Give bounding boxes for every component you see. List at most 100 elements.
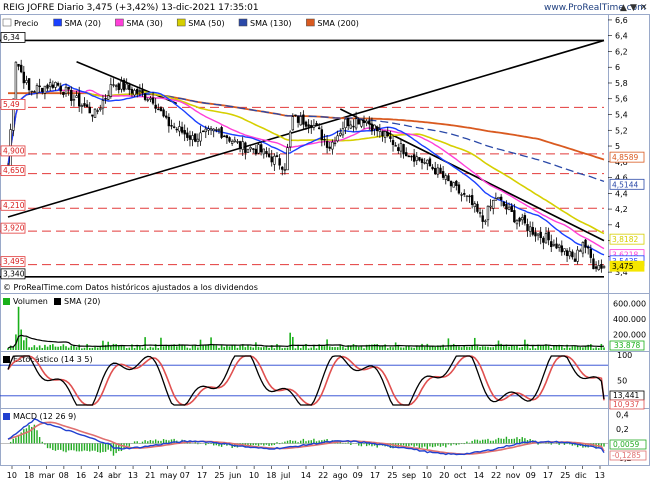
- volume-bar: [569, 348, 571, 350]
- stoch-k-line: [8, 356, 604, 405]
- candle-body: [300, 116, 302, 124]
- candle-body: [397, 147, 399, 150]
- volume-bar: [34, 345, 36, 350]
- candle-body: [500, 197, 502, 200]
- price-axis-label: 5,6: [615, 95, 628, 104]
- legend-swatch: [54, 19, 62, 26]
- last-value-label: 3,475: [612, 262, 634, 271]
- macd-hist-bar: [421, 443, 422, 447]
- volume-bar: [471, 346, 473, 350]
- macd-hist-bar: [482, 440, 483, 444]
- volume-bar: [187, 348, 189, 350]
- volume-bar: [202, 346, 204, 350]
- macd-hist-bar: [487, 439, 488, 444]
- volume-axis-label: 600.000: [613, 300, 646, 309]
- macd-hist-bar: [474, 440, 475, 444]
- candle-body: [147, 100, 149, 101]
- candle-body: [316, 123, 318, 125]
- volume-bar: [445, 348, 447, 350]
- volume-bar: [18, 307, 20, 350]
- candle-body: [263, 149, 265, 154]
- close-icon[interactable]: ✕: [640, 3, 648, 13]
- candle-body: [223, 136, 225, 137]
- macd-hist-bar: [448, 443, 449, 444]
- candle-body: [260, 145, 262, 152]
- stoch-d-value: 10,937: [613, 400, 639, 409]
- macd-hist-bar: [469, 443, 470, 444]
- candle-body: [416, 157, 418, 161]
- x-axis-label: 08: [59, 471, 69, 480]
- level-label: 4,210: [3, 201, 25, 210]
- candle-body: [595, 267, 597, 269]
- volume-bar: [479, 347, 481, 350]
- candle-body: [52, 85, 54, 88]
- volume-bar: [427, 344, 429, 350]
- candle-body: [279, 159, 281, 166]
- candle-body: [513, 210, 515, 221]
- macd-hist-bar: [42, 442, 43, 444]
- price-axis-label: 4,4: [615, 189, 628, 198]
- x-axis-label: 17: [197, 471, 207, 480]
- volume-bar: [97, 348, 99, 350]
- candle-body: [284, 170, 286, 171]
- candle-body: [142, 90, 144, 93]
- last-value-label: 4,8589: [612, 153, 638, 162]
- macd-hist-bar: [558, 443, 559, 444]
- macd-hist-bar: [84, 443, 85, 450]
- volume-bar: [413, 348, 415, 350]
- macd-hist-bar: [350, 443, 351, 445]
- level-label: 4,650: [3, 166, 25, 175]
- candle-body: [292, 117, 294, 130]
- price-axis-label: 5,4: [615, 111, 628, 120]
- macd-hist-bar: [163, 439, 164, 443]
- candle-body: [561, 246, 563, 252]
- candle-body: [374, 125, 376, 129]
- volume-bar: [258, 347, 260, 350]
- volume-bar: [516, 345, 518, 350]
- macd-hist-bar: [134, 441, 135, 443]
- candle-body: [434, 168, 436, 174]
- volume-bar: [482, 346, 484, 350]
- candle-body: [558, 245, 560, 248]
- candle-body: [76, 96, 78, 98]
- volume-bar: [295, 348, 297, 350]
- candle-body: [593, 259, 595, 269]
- scroll-up-icon[interactable]: ▲: [620, 3, 627, 13]
- stoch-d-line: [8, 356, 604, 405]
- volume-bar: [150, 347, 152, 350]
- macd-hist-bar: [52, 443, 53, 450]
- macd-hist-bar: [500, 439, 501, 444]
- x-axis-label: 13: [128, 471, 138, 480]
- macd-hist-bar: [36, 430, 37, 443]
- candle-body: [440, 168, 442, 173]
- candle-body: [590, 249, 592, 257]
- scroll-down-icon[interactable]: ▼: [630, 3, 637, 13]
- macd-hist-bar: [300, 441, 301, 444]
- candle-body: [295, 115, 297, 116]
- volume-bar: [353, 344, 355, 350]
- volume-bar: [577, 346, 579, 350]
- volume-bar: [308, 348, 310, 350]
- x-axis-label: jun: [228, 471, 241, 480]
- candle-body: [118, 84, 120, 90]
- candle-body: [492, 200, 494, 208]
- candle-body: [157, 109, 159, 110]
- candle-body: [477, 204, 479, 211]
- candle-body: [205, 129, 207, 132]
- candle-body: [479, 213, 481, 214]
- macd-hist-bar: [450, 443, 451, 445]
- macd-hist-bar: [564, 443, 565, 445]
- volume-bar: [281, 348, 283, 350]
- x-axis-label: 10: [7, 471, 17, 480]
- x-axis-label: 07: [180, 471, 190, 480]
- candle-body: [413, 155, 415, 162]
- macd-hist-bar: [366, 443, 367, 446]
- candle-body: [84, 103, 86, 106]
- chart-title: REIG JOFRE Diario 3,475 (+3,42%) 13-dic-…: [3, 3, 259, 13]
- volume-bar: [276, 344, 278, 350]
- candle-body: [252, 149, 254, 150]
- volume-bar: [548, 346, 550, 350]
- candle-body: [529, 227, 531, 232]
- candle-body: [408, 156, 410, 157]
- candle-body: [331, 142, 333, 149]
